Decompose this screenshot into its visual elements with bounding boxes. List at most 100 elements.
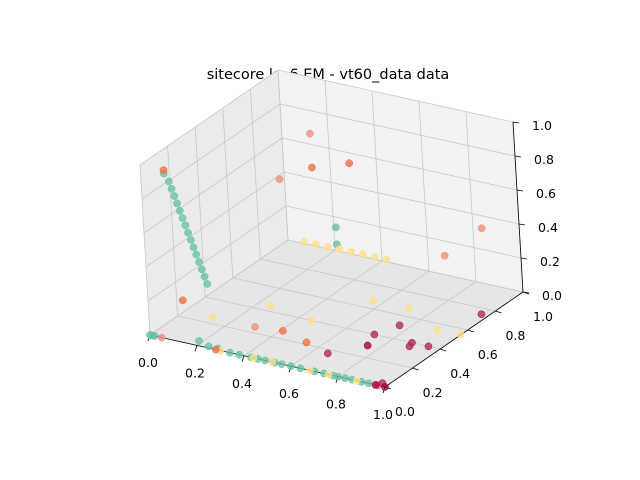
data-point-teal: [170, 192, 179, 200]
z-axis-line: [512, 121, 524, 293]
data-point-orange: [211, 345, 220, 354]
data-point-yellow: [267, 301, 275, 310]
data-point-orange: [308, 163, 316, 172]
data-point-yellow: [305, 366, 314, 375]
y-tick-mark: [440, 348, 447, 352]
x-tick-label: 0.2: [185, 365, 205, 380]
data-point-salmon: [440, 251, 449, 260]
grid-line: [277, 69, 514, 123]
grid-line: [222, 107, 234, 279]
y-tick-label: 0.0: [395, 404, 415, 419]
grid-line: [260, 258, 496, 312]
data-point-teal: [235, 350, 244, 359]
grid-line: [196, 250, 336, 346]
data-point-teal: [261, 356, 269, 365]
z-tick-label: 0.8: [534, 152, 554, 167]
data-point-teal: [164, 177, 173, 186]
grid-line: [149, 239, 289, 336]
data-point-yellow: [404, 304, 413, 313]
data-point-orange: [178, 296, 187, 305]
grid-line: [250, 88, 261, 260]
y-tick-mark: [495, 310, 502, 314]
data-point-yellow: [369, 296, 378, 305]
floor-pane: [150, 240, 523, 387]
grid-line: [243, 260, 383, 357]
data-point-crimson: [395, 321, 404, 330]
grid-line: [145, 171, 285, 268]
data-point-teal: [296, 364, 305, 373]
z-tick-mark: [512, 121, 520, 124]
data-point-teal: [181, 221, 190, 230]
data-point-orange: [302, 338, 311, 347]
data-point-teal: [192, 250, 201, 259]
y-axis-line: [384, 291, 524, 388]
data-point-teal: [334, 372, 342, 381]
z-tick-label: 1.0: [532, 118, 552, 133]
z-tick-mark: [516, 189, 524, 192]
grid-line: [177, 315, 413, 369]
data-point-salmon: [251, 323, 259, 331]
grid-line: [371, 90, 383, 261]
data-point-yellow: [382, 255, 391, 264]
data-point-yellow: [347, 248, 355, 256]
data-point-crimson: [424, 342, 433, 351]
data-point-teal: [197, 265, 206, 274]
grid-line: [337, 281, 477, 377]
data-point-crimson: [323, 349, 332, 358]
data-point-salmon: [157, 333, 166, 342]
y-tick-mark: [522, 291, 530, 295]
data-point-teal: [277, 360, 286, 368]
grid-line: [285, 205, 522, 259]
data-point-yellow: [307, 316, 315, 325]
grid-line: [281, 137, 518, 191]
data-point-teal: [287, 362, 295, 371]
z-tick-mark: [514, 155, 522, 158]
grid-line: [139, 69, 279, 166]
y-tick-label: 0.2: [423, 385, 443, 400]
data-point-crimson: [370, 330, 379, 339]
data-point-teal: [203, 280, 212, 288]
y-tick-label: 0.4: [450, 366, 470, 381]
grid-line: [277, 69, 289, 241]
data-point-teal: [173, 199, 181, 208]
data-point-teal: [184, 228, 192, 237]
data-point-yellow: [335, 245, 344, 254]
data-point-teal: [204, 342, 213, 351]
y-tick-label: 0.8: [505, 328, 525, 343]
data-point-yellow: [433, 325, 442, 334]
data-point-maroon: [371, 381, 380, 389]
y-tick-label: 0.6: [478, 347, 498, 362]
x-tick-label: 0.0: [138, 355, 158, 370]
data-point-yellow: [312, 240, 320, 248]
data-point-yellow: [268, 358, 277, 366]
grid-line: [143, 137, 283, 234]
data-point-maroon: [363, 341, 372, 350]
data-point-teal: [175, 206, 184, 215]
grid-line: [279, 103, 516, 157]
data-point-teal: [364, 379, 373, 388]
grid-line: [232, 277, 468, 331]
data-point-crimson: [405, 342, 414, 351]
data-point-yellow: [359, 250, 367, 259]
x-tick-label: 1.0: [373, 407, 393, 422]
grid-line: [167, 145, 178, 317]
data-point-salmon: [477, 224, 486, 233]
y-tick-label: 1.0: [533, 309, 553, 324]
data-point-yellow: [323, 242, 332, 251]
data-point-orange: [159, 166, 168, 175]
data-point-yellow: [457, 330, 465, 339]
data-point-teal: [189, 243, 198, 252]
scatter-points: [146, 129, 486, 391]
chart-title: sitecore k=6 EM - vt60_data data: [207, 67, 450, 83]
data-point-yellow: [324, 370, 333, 379]
left-pane: [140, 70, 288, 335]
grid-line: [139, 164, 151, 336]
axes-panes: [140, 70, 523, 387]
x-tick-label: 0.8: [326, 397, 346, 412]
data-point-teal: [341, 374, 349, 383]
grid-line: [283, 171, 520, 225]
grid-line: [418, 101, 430, 272]
grid-line: [290, 270, 430, 367]
data-point-orange: [345, 159, 354, 168]
